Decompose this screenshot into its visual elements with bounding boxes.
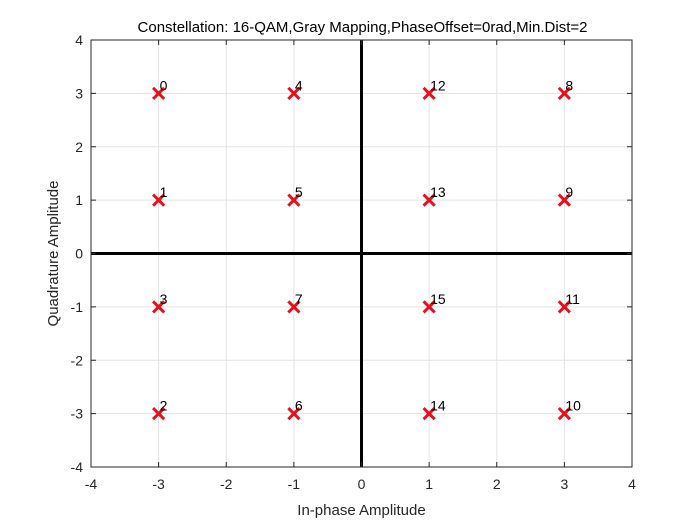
marker-stroke (287, 300, 301, 314)
constellation-point: 8 (557, 77, 573, 100)
point-label: 12 (430, 77, 446, 93)
marker-stroke (287, 86, 301, 100)
constellation-point: 7 (287, 291, 303, 314)
point-label: 3 (160, 291, 168, 307)
x-tick-label: 3 (560, 476, 568, 492)
marker-stroke (422, 300, 436, 314)
marker-stroke (422, 407, 436, 421)
y-tick-label: -1 (71, 299, 84, 315)
marker-stroke (152, 300, 166, 314)
y-tick-label: -2 (71, 352, 84, 368)
constellation-point: 5 (287, 184, 303, 207)
x-tick-label: 1 (425, 476, 433, 492)
constellation-point: 0 (152, 77, 168, 100)
point-label: 13 (430, 184, 446, 200)
marker-stroke (557, 300, 571, 314)
point-label: 7 (295, 291, 303, 307)
x-tick-label: -1 (288, 476, 301, 492)
constellation-point: 6 (287, 398, 303, 421)
point-label: 15 (430, 291, 446, 307)
marker-stroke (287, 407, 301, 421)
marker-stroke (557, 86, 571, 100)
y-tick-label: 3 (75, 85, 83, 101)
marker-stroke (152, 193, 166, 207)
y-tick-label: -3 (71, 406, 84, 422)
constellation-point: 4 (287, 77, 303, 100)
x-axis-label: In-phase Amplitude (297, 502, 425, 519)
marker-stroke (287, 193, 301, 207)
point-label: 8 (565, 77, 573, 93)
point-label: 0 (160, 77, 168, 93)
constellation-point: 9 (557, 184, 573, 207)
point-label: 9 (565, 184, 573, 200)
marker-stroke (422, 86, 436, 100)
x-tick-label: 0 (358, 476, 366, 492)
y-tick-label: 1 (75, 192, 83, 208)
x-tick-label: -3 (152, 476, 165, 492)
y-tick-label: -4 (71, 459, 84, 475)
x-tick-label: 2 (493, 476, 501, 492)
point-label: 1 (160, 184, 168, 200)
constellation-point: 11 (557, 291, 580, 314)
marker-stroke (422, 193, 436, 207)
zero-axes (91, 40, 632, 467)
marker-stroke (152, 86, 166, 100)
point-label: 6 (295, 398, 303, 414)
x-tick-label: 4 (628, 476, 636, 492)
chart-title: Constellation: 16-QAM,Gray Mapping,Phase… (138, 19, 588, 36)
constellation-point: 10 (557, 398, 581, 421)
y-tick-label: 0 (75, 246, 83, 262)
constellation-point: 12 (422, 77, 446, 100)
y-tick-label: 4 (75, 32, 83, 48)
point-label: 10 (565, 398, 581, 414)
marker-stroke (557, 193, 571, 207)
constellation-points: 0 4 12 81 5 13 93 7 15 112 6 14 10 (152, 77, 581, 421)
constellation-point: 2 (152, 398, 168, 421)
marker-stroke (557, 407, 571, 421)
constellation-point: 1 (152, 184, 168, 207)
y-axis-label: Quadrature Amplitude (45, 181, 62, 327)
constellation-point: 15 (422, 291, 446, 314)
point-label: 14 (430, 398, 446, 414)
constellation-point: 13 (422, 184, 446, 207)
point-label: 5 (295, 184, 303, 200)
point-label: 11 (565, 291, 580, 307)
x-tick-label: -2 (220, 476, 233, 492)
constellation-point: 14 (422, 398, 446, 421)
point-label: 4 (295, 77, 303, 93)
point-label: 2 (160, 398, 168, 414)
x-tick-label: -4 (85, 476, 98, 492)
constellation-point: 3 (152, 291, 168, 314)
marker-stroke (152, 407, 166, 421)
y-tick-label: 2 (75, 139, 83, 155)
